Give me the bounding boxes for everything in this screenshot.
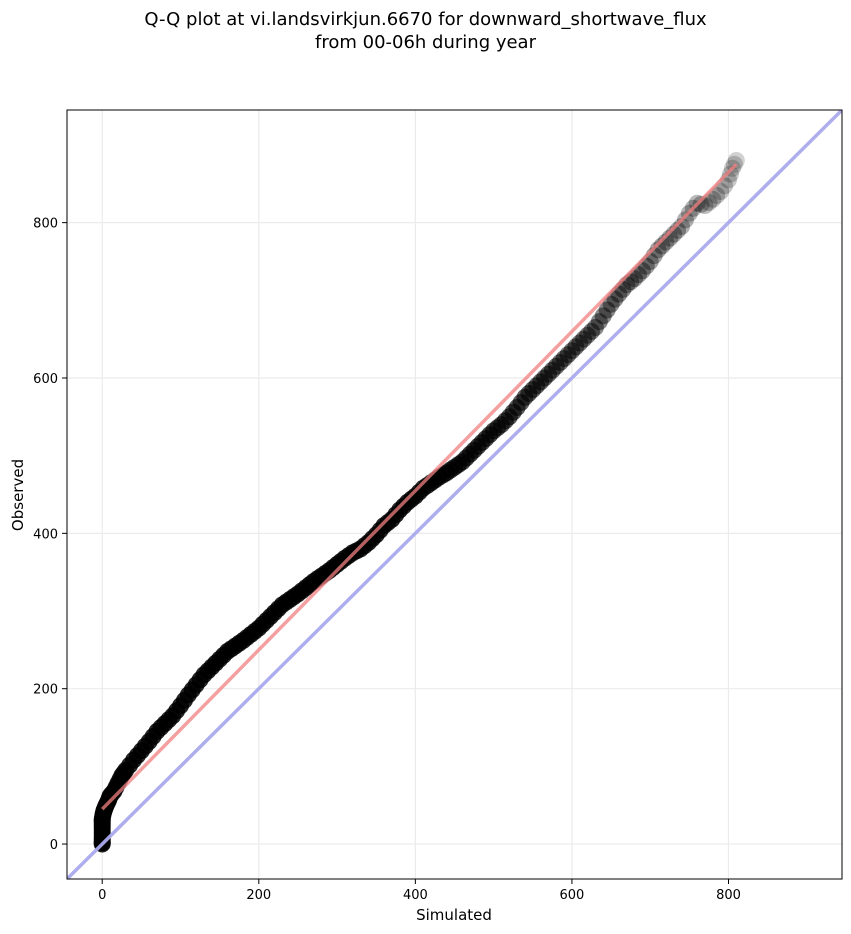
x-tick-label: 200 [246,888,271,903]
x-axis-ticks: 0 200 400 600 800 [98,879,741,903]
x-tick-label: 0 [98,888,106,903]
qq-point-interp [598,301,616,319]
qq-point-interp [721,165,739,183]
chart-title: Q-Q plot at vi.landsvirkjun.6670 for dow… [0,8,851,54]
qq-point-interp [653,237,671,255]
x-tick-label: 600 [560,888,585,903]
qq-point [657,233,675,251]
qq-point-interp [606,290,624,308]
qq-point [712,183,730,201]
y-axis-ticks: 0 200 400 600 800 [33,217,67,853]
grid-lines [67,110,842,879]
y-tick-label: 0 [50,838,58,853]
fit-line [100,163,738,811]
y-tick-label: 200 [33,683,58,698]
y-tick-label: 600 [33,372,58,387]
qq-point-interp [582,322,600,340]
qq-point-interp [590,313,608,331]
qq-point-interp [692,195,710,213]
y-tick-label: 400 [33,527,58,542]
qq-point [727,151,745,169]
qq-point [594,307,612,325]
plot-frame [66,109,843,880]
qq-point [602,295,620,313]
identity-line [67,110,842,879]
qq-point-interp [676,211,694,229]
qq-point [586,318,604,336]
y-axis-label: Observed [9,459,27,531]
x-tick-label: 800 [716,888,741,903]
plot-area [67,110,842,879]
chart-title-line-2: from 00-06h during year [315,32,536,53]
qq-point-interp [575,330,593,348]
x-tick-label: 400 [403,888,428,903]
y-tick-label: 800 [33,217,58,232]
qq-point-interp [708,186,726,204]
chart-title-line-1: Q-Q plot at vi.landsvirkjun.6670 for dow… [144,9,707,30]
qq-point [649,241,667,259]
qq-point [704,190,722,208]
x-axis-label: Simulated [416,906,492,924]
reference-lines [67,110,842,879]
